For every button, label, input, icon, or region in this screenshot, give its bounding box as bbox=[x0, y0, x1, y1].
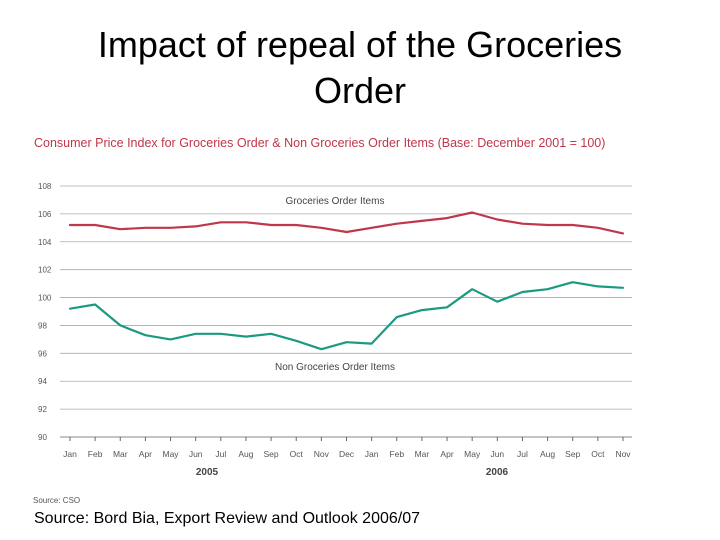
y-tick-label-90: 90 bbox=[38, 433, 47, 442]
x-tick-label-0: Jan bbox=[63, 449, 77, 459]
series-line-0 bbox=[68, 211, 625, 235]
x-axis-ticks: Jan Feb Mar Apr May Jun Jul Aug Sep Oct Nov Dec Jan F… bbox=[63, 437, 631, 459]
x-tick-label-8: Sep bbox=[264, 449, 279, 459]
x-tick-label-7: Aug bbox=[238, 449, 253, 459]
y-tick-label-100: 100 bbox=[38, 294, 52, 303]
y-tick-label-102: 102 bbox=[38, 266, 52, 275]
slide-title-line1: Impact of repeal of the Groceries bbox=[97, 24, 623, 65]
y-tick-label-96: 96 bbox=[38, 349, 47, 358]
x-tick-label-13: Feb bbox=[389, 449, 404, 459]
y-tick-label-104: 104 bbox=[38, 238, 52, 247]
slide-title-line2: Order bbox=[313, 70, 407, 111]
x-tick-label-19: Aug bbox=[540, 449, 555, 459]
footer-source: Source: Bord Bia, Export Review and Outl… bbox=[34, 510, 420, 527]
chart-title: Consumer Price Index for Groceries Order… bbox=[34, 136, 605, 150]
x-tick-label-17: Jun bbox=[490, 449, 504, 459]
x-tick-label-6: Jul bbox=[215, 449, 226, 459]
x-tick-label-2: Mar bbox=[113, 449, 128, 459]
x-tick-label-16: May bbox=[464, 449, 481, 459]
year-label-2005: 2005 bbox=[196, 467, 219, 478]
cpi-line-chart: Consumer Price Index for Groceries Order… bbox=[33, 136, 632, 505]
y-axis-ticks: 90 92 94 96 98 100 102 104 106 108 bbox=[38, 182, 52, 442]
x-tick-label-3: Apr bbox=[139, 449, 152, 459]
x-tick-label-18: Jul bbox=[517, 449, 528, 459]
x-tick-label-22: Nov bbox=[615, 449, 631, 459]
x-tick-label-4: May bbox=[163, 449, 180, 459]
series-lines bbox=[68, 211, 625, 351]
x-tick-label-11: Dec bbox=[339, 449, 355, 459]
y-tick-label-106: 106 bbox=[38, 210, 52, 219]
year-label-2006: 2006 bbox=[486, 467, 509, 478]
y-tick-label-94: 94 bbox=[38, 377, 47, 386]
x-tick-label-1: Feb bbox=[88, 449, 103, 459]
y-tick-label-92: 92 bbox=[38, 405, 47, 414]
x-tick-label-14: Mar bbox=[415, 449, 430, 459]
x-tick-label-20: Sep bbox=[565, 449, 580, 459]
x-tick-label-5: Jun bbox=[189, 449, 203, 459]
y-tick-label-108: 108 bbox=[38, 182, 52, 191]
x-tick-label-9: Oct bbox=[290, 449, 304, 459]
x-tick-label-21: Oct bbox=[591, 449, 605, 459]
x-tick-label-15: Apr bbox=[440, 449, 453, 459]
x-tick-label-10: Nov bbox=[314, 449, 330, 459]
grid-lines bbox=[60, 185, 632, 438]
x-tick-label-12: Jan bbox=[365, 449, 379, 459]
chart-source-note: Source: CSO bbox=[33, 496, 80, 505]
series-label-groceries: Groceries Order Items bbox=[286, 196, 385, 207]
series-label-non-groceries: Non Groceries Order Items bbox=[275, 362, 395, 373]
y-tick-label-98: 98 bbox=[38, 321, 47, 330]
slide-title: Impact of repeal of the Groceries Order bbox=[0, 22, 720, 114]
series-line-1 bbox=[68, 281, 625, 351]
